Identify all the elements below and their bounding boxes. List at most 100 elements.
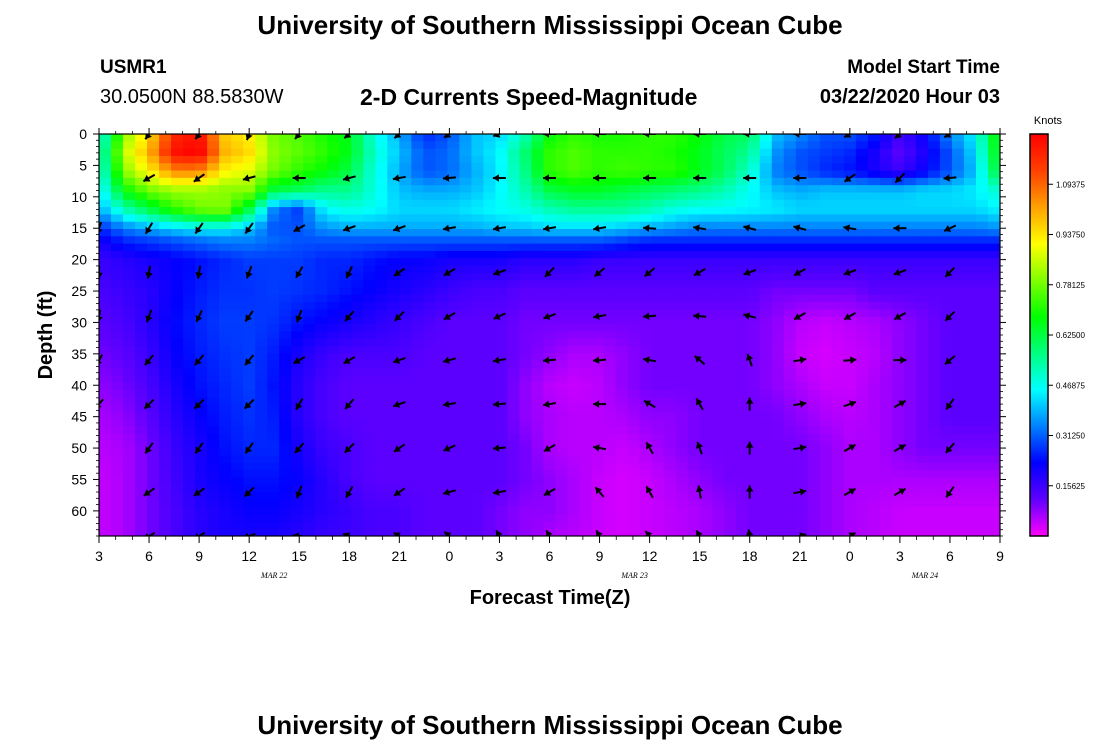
heatmap-cell (675, 221, 689, 230)
heatmap-cell (471, 243, 485, 252)
heatmap-cell (435, 192, 448, 201)
heatmap-cell (771, 353, 785, 362)
heatmap-cell (459, 148, 473, 157)
heatmap-cell (975, 353, 989, 362)
heatmap-cell (147, 141, 160, 150)
heatmap-cell (135, 265, 148, 274)
heatmap-cell (879, 433, 893, 442)
heatmap-cell (303, 499, 316, 508)
heatmap-cell (879, 455, 893, 464)
heatmap-cell (495, 419, 509, 427)
heatmap-cell (255, 170, 268, 179)
heatmap-cell (987, 419, 1000, 427)
heatmap-cell (915, 331, 929, 340)
heatmap-cell (507, 506, 521, 515)
heatmap-cell (567, 433, 581, 442)
heatmap-cell (387, 521, 400, 530)
heatmap-cell (471, 360, 485, 369)
heatmap-cell (627, 375, 641, 384)
heatmap-cell (183, 389, 196, 398)
heatmap-cell (303, 440, 316, 449)
heatmap-cell (903, 426, 917, 435)
heatmap-cell (855, 163, 869, 172)
heatmap-cell (627, 367, 641, 376)
heatmap-cell (423, 250, 436, 259)
heatmap-cell (135, 229, 148, 237)
current-arrow (443, 268, 456, 277)
heatmap-cell (459, 404, 473, 413)
heatmap-cell (567, 302, 581, 311)
heatmap-cell (855, 462, 869, 471)
heatmap-cell (819, 170, 833, 179)
heatmap-cell (843, 287, 857, 296)
heatmap-cell (687, 528, 701, 536)
heatmap-cell (255, 353, 268, 362)
heatmap-cell (363, 243, 376, 252)
heatmap-cell (435, 521, 448, 530)
heatmap-cell (303, 448, 316, 457)
heatmap-cell (387, 338, 400, 347)
heatmap-cell (519, 470, 533, 479)
heatmap-cell (255, 280, 268, 289)
heatmap-cell (627, 134, 641, 142)
heatmap-cell (987, 499, 1000, 508)
heatmap-cell (291, 155, 304, 164)
heatmap-cell (99, 265, 112, 274)
heatmap-cell (315, 440, 328, 449)
heatmap-cell (411, 367, 424, 376)
heatmap-cell (591, 170, 605, 179)
current-arrow (593, 134, 607, 138)
heatmap-cell (807, 177, 821, 186)
heatmap-cell (843, 462, 857, 471)
heatmap-cell (135, 141, 148, 150)
heatmap-cell (987, 433, 1000, 442)
heatmap-cell (783, 148, 797, 157)
heatmap-cell (903, 506, 917, 515)
heatmap-cell (867, 521, 881, 530)
heatmap-cell (171, 324, 184, 332)
heatmap-cell (231, 411, 244, 420)
current-arrow (695, 529, 703, 536)
heatmap-cell (111, 280, 124, 289)
heatmap-cell (651, 433, 665, 442)
heatmap-cell (303, 433, 316, 442)
heatmap-cell (939, 382, 953, 391)
heatmap-cell (939, 163, 953, 172)
heatmap-cell (639, 514, 653, 522)
heatmap-cell (723, 221, 737, 230)
heatmap-cell (663, 484, 677, 493)
heatmap-cell (795, 316, 809, 325)
heatmap-cell (243, 177, 256, 186)
heatmap-cell (783, 236, 797, 245)
heatmap-cell (855, 199, 869, 208)
heatmap-cell (579, 528, 593, 536)
heatmap-cell (495, 331, 509, 340)
heatmap-cell (495, 521, 509, 530)
heatmap-cell (615, 360, 629, 369)
heatmap-cell (315, 367, 328, 376)
heatmap-cell (267, 397, 280, 406)
heatmap-cell (231, 170, 244, 179)
heatmap-cell (927, 294, 941, 303)
heatmap-cell (519, 528, 533, 536)
heatmap-cell (315, 309, 328, 318)
heatmap-cell (171, 419, 184, 427)
heatmap-cell (567, 214, 581, 223)
heatmap-cell (663, 141, 677, 150)
heatmap-cell (387, 163, 400, 172)
heatmap-cell (915, 367, 929, 376)
heatmap-cell (387, 462, 400, 471)
heatmap-cell (987, 141, 1000, 150)
heatmap-cell (399, 229, 412, 237)
heatmap-cell (543, 484, 557, 493)
heatmap-cell (603, 134, 617, 142)
heatmap-cell (183, 404, 196, 413)
heatmap-cell (519, 148, 533, 157)
current-arrow (193, 487, 205, 497)
heatmap-cell (951, 470, 965, 479)
heatmap-cell (603, 382, 617, 391)
heatmap-cell (375, 192, 388, 201)
heatmap-cell (855, 148, 869, 157)
heatmap-cell (135, 492, 148, 501)
heatmap-cell (159, 236, 172, 245)
